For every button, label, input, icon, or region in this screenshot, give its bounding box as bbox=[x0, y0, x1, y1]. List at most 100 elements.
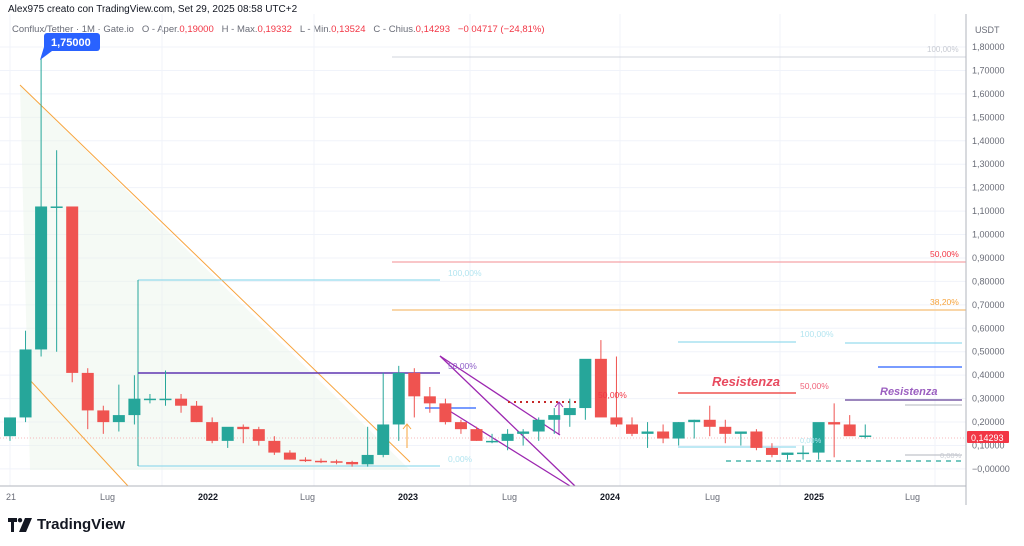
candle-down bbox=[626, 424, 638, 434]
candle-down bbox=[175, 398, 188, 406]
candle-up bbox=[143, 398, 156, 401]
price-tick: 1,20000 bbox=[972, 183, 1005, 193]
candle-down bbox=[66, 206, 79, 373]
candle-up bbox=[35, 206, 48, 350]
candle-up bbox=[734, 431, 747, 434]
price-tick: 0,90000 bbox=[972, 253, 1005, 263]
price-tick: 1,50000 bbox=[972, 112, 1005, 122]
candle-down bbox=[703, 419, 716, 427]
close-value: 0,14293 bbox=[415, 24, 450, 35]
time-tick: 2023 bbox=[398, 492, 418, 502]
candle-up bbox=[781, 452, 794, 455]
candle-down bbox=[843, 424, 856, 437]
open-value: 0,19000 bbox=[179, 24, 214, 35]
price-tick: 0,10000 bbox=[972, 440, 1005, 450]
currency-label: USDT bbox=[975, 25, 1000, 35]
candle-down bbox=[237, 426, 250, 430]
current-price-text: 0,14293 bbox=[971, 433, 1004, 443]
price-tick: 0,30000 bbox=[972, 394, 1005, 404]
fib-50-b-label: 50,00% bbox=[800, 381, 829, 391]
high-label: H - Max. bbox=[221, 24, 258, 35]
time-tick: 2025 bbox=[804, 492, 824, 502]
time-tick: Lug bbox=[100, 492, 115, 502]
fib-100-a-label: 100,00% bbox=[448, 268, 482, 278]
fib-50-long-label: 50,00% bbox=[930, 249, 959, 259]
price-tick: 1,80000 bbox=[972, 42, 1005, 52]
price-axis[interactable]: 1,80000 1,70000 1,60000 1,50000 1,40000 1,300… bbox=[972, 42, 1010, 474]
price-tick: 1,30000 bbox=[972, 159, 1005, 169]
candle-down bbox=[190, 405, 203, 423]
candle-up bbox=[159, 398, 172, 401]
fib-0-a-label: 0,00% bbox=[448, 454, 473, 464]
candle-up bbox=[221, 426, 234, 441]
candle-up bbox=[672, 422, 685, 439]
time-axis[interactable]: 21 Lug 2022 Lug 2023 Lug 2024 Lug 2025 Lug bbox=[6, 492, 920, 502]
price-tick: 0,80000 bbox=[972, 276, 1005, 286]
candle-up bbox=[517, 431, 530, 434]
tradingview-logo-icon bbox=[8, 517, 32, 532]
fib-50-purple-label: 50,00% bbox=[448, 361, 477, 371]
time-tick: Lug bbox=[905, 492, 920, 502]
candle-up bbox=[50, 206, 63, 208]
candle-up bbox=[361, 454, 374, 465]
candle-up bbox=[392, 372, 405, 425]
price-tick: 0,60000 bbox=[972, 323, 1005, 333]
candle-down bbox=[283, 452, 296, 460]
current-price-badge: 0,14293 bbox=[967, 431, 1009, 443]
candles-layer bbox=[4, 58, 872, 467]
candle-down bbox=[252, 429, 265, 441]
price-tick: 1,60000 bbox=[972, 89, 1005, 99]
candle-down bbox=[268, 440, 281, 453]
candle-up bbox=[579, 358, 592, 409]
tradingview-logo-text: TradingView bbox=[37, 516, 126, 533]
candle-down bbox=[657, 431, 670, 439]
candle-down bbox=[594, 358, 607, 418]
price-tick: 0,50000 bbox=[972, 347, 1005, 357]
symbol-legend: Conflux/Tether · 1M · Gate.io O - Aper.0… bbox=[12, 24, 545, 35]
low-value: 0,13524 bbox=[331, 24, 366, 35]
candle-down bbox=[330, 461, 343, 463]
trend-channel-fill bbox=[20, 85, 410, 470]
open-label: O - Aper. bbox=[141, 24, 180, 35]
grid-lines bbox=[0, 14, 966, 486]
drawings-layer bbox=[0, 56, 966, 487]
candle-up bbox=[797, 452, 810, 455]
candle-down bbox=[423, 396, 436, 404]
candle-down bbox=[346, 461, 359, 465]
tradingview-logo[interactable]: TradingView bbox=[8, 516, 125, 533]
trend-line-upper bbox=[19, 84, 411, 463]
fib-100-top-label: 100,00% bbox=[927, 45, 959, 54]
resistance-purple-label: Resistenza bbox=[880, 386, 937, 398]
resistance-red-label: Resistenza bbox=[712, 374, 780, 389]
candle-up bbox=[112, 415, 125, 423]
price-tick: 1,00000 bbox=[972, 230, 1005, 240]
low-label: L - Min. bbox=[299, 24, 332, 35]
fib-382-long-label: 38,20% bbox=[930, 297, 959, 307]
candle-down bbox=[454, 422, 467, 430]
candle-down bbox=[470, 429, 483, 441]
price-tick: 0,70000 bbox=[972, 300, 1005, 310]
price-tick: 0,20000 bbox=[972, 417, 1005, 427]
fib-0-c-label: 0,00% bbox=[940, 451, 962, 460]
candle-down bbox=[439, 403, 452, 423]
candle-down bbox=[765, 447, 778, 455]
candle-down bbox=[610, 417, 623, 425]
candle-up bbox=[563, 408, 576, 416]
price-tick: 1,40000 bbox=[972, 136, 1005, 146]
candle-up bbox=[128, 398, 141, 416]
time-tick: 2022 bbox=[198, 492, 218, 502]
close-label: C - Chius. bbox=[373, 24, 416, 35]
price-tick: 0,40000 bbox=[972, 370, 1005, 380]
candle-up bbox=[859, 435, 872, 437]
candle-up bbox=[4, 417, 16, 437]
candle-up bbox=[688, 419, 701, 423]
candle-up bbox=[501, 433, 514, 441]
channel-upper bbox=[439, 355, 576, 487]
price-tick: −0,00000 bbox=[972, 464, 1010, 474]
chart-credit: Alex975 creato con TradingView.com, Set … bbox=[8, 4, 298, 15]
symbol-title[interactable]: Conflux/Tether · 1M · Gate.io bbox=[12, 24, 134, 35]
candle-down bbox=[97, 410, 110, 423]
time-tick: Lug bbox=[705, 492, 720, 502]
price-tick: 1,70000 bbox=[972, 65, 1005, 75]
